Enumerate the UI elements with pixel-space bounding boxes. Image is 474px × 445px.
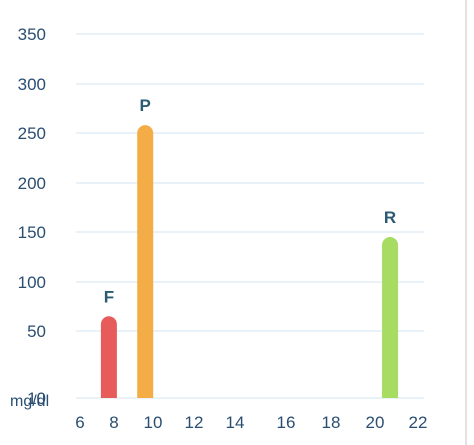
bars: F P R [100, 96, 399, 398]
x-tick-label: 6 [75, 413, 84, 432]
x-tick-label: 18 [322, 413, 341, 432]
x-tick-label: 20 [366, 413, 385, 432]
bar-r [382, 237, 399, 398]
y-tick-label: 150 [18, 223, 46, 242]
y-tick-label: 50 [27, 322, 46, 341]
bar-label-f: F [104, 287, 114, 306]
x-tick-label: 14 [226, 413, 245, 432]
bar-label-r: R [384, 208, 396, 227]
x-tick-label: 12 [185, 413, 204, 432]
y-unit-label: mg/dl [10, 393, 49, 410]
y-tick-label: 350 [18, 25, 46, 44]
x-tick-label: 10 [144, 413, 163, 432]
x-axis: 6 8 10 12 14 16 18 20 22 [75, 413, 427, 432]
bar-label-p: P [140, 96, 151, 115]
y-axis: 10 50 100 150 200 250 300 350 [18, 25, 46, 408]
bar-f [100, 316, 117, 398]
bar-p [137, 125, 154, 398]
y-tick-label: 200 [18, 174, 46, 193]
x-tick-label: 8 [109, 413, 118, 432]
y-tick-label: 300 [18, 75, 46, 94]
x-tick-label: 16 [277, 413, 296, 432]
x-tick-label: 22 [409, 413, 428, 432]
gridlines [76, 33, 424, 399]
y-tick-label: 250 [18, 124, 46, 143]
y-tick-label: 100 [18, 273, 46, 292]
y-tick-label: 10 [27, 389, 46, 408]
